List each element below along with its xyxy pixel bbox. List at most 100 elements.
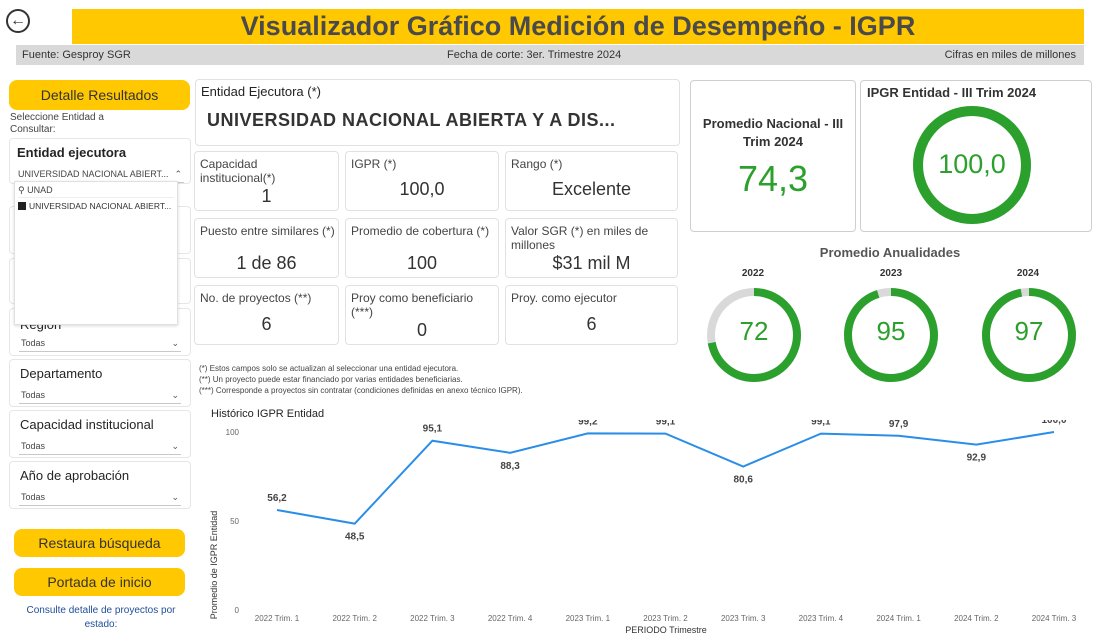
page-title: Visualizador Gráfico Medición de Desempe… bbox=[72, 9, 1084, 44]
kpi-label: Proy como beneficiario (***) bbox=[351, 291, 474, 319]
chart-xlabel: PERIODO Trimestre bbox=[625, 625, 707, 633]
annual-gauge-2024 bbox=[982, 288, 1076, 382]
kpi-value: 6 bbox=[261, 314, 272, 334]
kpi-card: Puesto entre similares (*) 1 de 86 bbox=[194, 218, 339, 278]
chevron-down-icon: ⌄ bbox=[171, 338, 179, 348]
x-tick-label: 2024 Trim. 2 bbox=[954, 614, 999, 623]
source-text: Fuente: Gesproy SGR bbox=[22, 49, 131, 61]
kpi-card: Capacidad institucional(*) 1 bbox=[194, 151, 339, 211]
department-filter-title: Departamento bbox=[20, 366, 103, 381]
annual-value-2023: 95 bbox=[876, 316, 906, 346]
series-line bbox=[276, 431, 1055, 525]
detail-results-button[interactable]: Detalle Resultados bbox=[9, 80, 190, 110]
home-button[interactable]: Portada de inicio bbox=[14, 568, 185, 596]
kpi-label: Puesto entre similares (*) bbox=[200, 224, 335, 238]
annual-title: Promedio Anualidades bbox=[819, 245, 961, 260]
select-entity-hint: Seleccione Entidad a Consultar: bbox=[10, 112, 104, 135]
entity-gauge-ring bbox=[913, 106, 1031, 224]
x-tick-label: 2023 Trim. 3 bbox=[721, 614, 766, 623]
y-tick-label: 0 bbox=[235, 606, 240, 615]
x-tick-label: 2024 Trim. 1 bbox=[876, 614, 921, 623]
kpi-value: $31 mil M bbox=[552, 253, 631, 273]
kpi-card: Rango (*) Excelente bbox=[505, 151, 678, 211]
kpi-value: 1 bbox=[261, 186, 272, 206]
capacity-filter-title: Capacidad institucional bbox=[20, 417, 154, 432]
kpi-card: IGPR (*) 100,0 bbox=[345, 151, 499, 211]
arrow-left-icon: ← bbox=[10, 12, 26, 29]
entity-filter-title: Entidad ejecutora bbox=[17, 145, 127, 160]
data-label: 48,5 bbox=[345, 532, 365, 543]
department-select[interactable]: Todas ⌄ bbox=[19, 387, 181, 404]
x-tick-label: 2024 Trim. 3 bbox=[1032, 614, 1077, 623]
year-label-2023: 2023 bbox=[879, 268, 903, 279]
entity-search[interactable]: ⚲ UNAD bbox=[18, 185, 174, 198]
notes: (*) Estos campos solo se actualizan al s… bbox=[199, 363, 679, 396]
gauge-fill bbox=[982, 288, 1076, 382]
annual-value-2024: 97 bbox=[1014, 316, 1044, 346]
annual-gauge-2023 bbox=[844, 288, 938, 382]
gauge-fill bbox=[707, 288, 801, 382]
y-tick-label: 100 bbox=[226, 428, 240, 437]
kpi-value: 1 de 86 bbox=[236, 253, 297, 273]
x-tick-label: 2022 Trim. 4 bbox=[488, 614, 533, 623]
department-filter[interactable]: Departamento Todas ⌄ bbox=[9, 359, 191, 407]
national-average-label: Promedio Nacional - III Trim 2024 bbox=[702, 116, 844, 149]
year-label-2022: 2022 bbox=[741, 268, 765, 279]
x-tick-label: 2022 Trim. 3 bbox=[410, 614, 455, 623]
note-3: (***) Corresponde a proyectos sin contra… bbox=[199, 386, 523, 395]
gauge-fill bbox=[844, 288, 938, 382]
info-bar: Fuente: Gesproy SGR Fecha de corte: 3er.… bbox=[16, 45, 1084, 65]
x-tick-label: 2022 Trim. 2 bbox=[332, 614, 377, 623]
chevron-down-icon: ⌄ bbox=[171, 492, 179, 502]
department-select-value: Todas bbox=[21, 390, 46, 400]
units-text: Cifras en miles de millones bbox=[944, 49, 1076, 61]
kpi-label: Capacidad institucional(*) bbox=[200, 157, 276, 185]
capacity-select[interactable]: Todas ⌄ bbox=[19, 438, 181, 455]
capacity-filter[interactable]: Capacidad institucional Todas ⌄ bbox=[9, 410, 191, 458]
approval-year-select[interactable]: Todas ⌄ bbox=[19, 489, 181, 506]
kpi-label: Valor SGR (*) en miles de millones bbox=[511, 224, 649, 252]
entity-filter[interactable]: Entidad ejecutora UNIVERSIDAD NACIONAL A… bbox=[9, 138, 191, 184]
entity-gauge-value: 100,0 bbox=[938, 149, 1006, 179]
entity-gauge-title: IPGR Entidad - III Trim 2024 bbox=[867, 85, 1037, 100]
kpi-value: 6 bbox=[586, 314, 597, 334]
data-label: 56,2 bbox=[267, 493, 287, 504]
data-label: 88,3 bbox=[500, 461, 520, 472]
chevron-down-icon: ⌄ bbox=[171, 390, 179, 400]
note-2: (**) Un proyecto puede estar financiado … bbox=[199, 375, 463, 384]
kpi-label: Promedio de cobertura (*) bbox=[351, 224, 490, 238]
kpi-value: 0 bbox=[416, 320, 427, 340]
data-label: 99,2 bbox=[578, 420, 598, 427]
y-tick-label: 50 bbox=[230, 517, 239, 526]
entity-search-input[interactable]: UNAD bbox=[27, 185, 53, 195]
entity-select-value: UNIVERSIDAD NACIONAL ABIERT... bbox=[18, 169, 169, 179]
region-select-value: Todas bbox=[21, 338, 46, 348]
kpi-value: Excelente bbox=[551, 179, 632, 199]
data-label: 95,1 bbox=[423, 424, 443, 435]
restore-search-button[interactable]: Restaura búsqueda bbox=[14, 529, 185, 557]
entity-option[interactable]: UNIVERSIDAD NACIONAL ABIERT... bbox=[18, 201, 176, 213]
checkbox-checked-icon[interactable] bbox=[18, 202, 26, 210]
projects-detail-link[interactable]: Consulte detalle de proyectos por estado… bbox=[26, 605, 176, 630]
x-tick-label: 2023 Trim. 1 bbox=[566, 614, 611, 623]
capacity-select-value: Todas bbox=[21, 441, 46, 451]
note-1: (*) Estos campos solo se actualizan al s… bbox=[199, 364, 459, 373]
x-tick-label: 2023 Trim. 4 bbox=[799, 614, 844, 623]
kpi-value: 100,0 bbox=[399, 179, 445, 199]
annual-value-2022: 72 bbox=[739, 316, 769, 346]
back-button[interactable]: ← bbox=[6, 9, 30, 33]
kpi-card: Proy como beneficiario (***) 0 bbox=[345, 285, 499, 345]
kpi-card: No. de proyectos (**) 6 bbox=[194, 285, 339, 345]
approval-year-filter[interactable]: Año de aprobación Todas ⌄ bbox=[9, 461, 191, 509]
history-line-chart: Promedio de IGPR Entidad PERIODO Trimest… bbox=[209, 420, 1077, 633]
approval-year-filter-title: Año de aprobación bbox=[20, 468, 130, 483]
year-label-2024: 2024 bbox=[1016, 268, 1040, 279]
kpi-card: Valor SGR (*) en miles de millones $31 m… bbox=[505, 218, 678, 278]
kpi-label: Rango (*) bbox=[511, 157, 563, 171]
entity-label: Entidad Ejecutora (*) bbox=[201, 84, 321, 99]
entity-option-label: UNIVERSIDAD NACIONAL ABIERT... bbox=[29, 201, 172, 211]
kpi-card: Promedio de cobertura (*) 100 bbox=[345, 218, 499, 278]
entity-gauge-card: IPGR Entidad - III Trim 2024 100,0 bbox=[860, 80, 1092, 232]
approval-year-select-value: Todas bbox=[21, 492, 46, 502]
region-select[interactable]: Todas ⌄ bbox=[19, 335, 181, 352]
